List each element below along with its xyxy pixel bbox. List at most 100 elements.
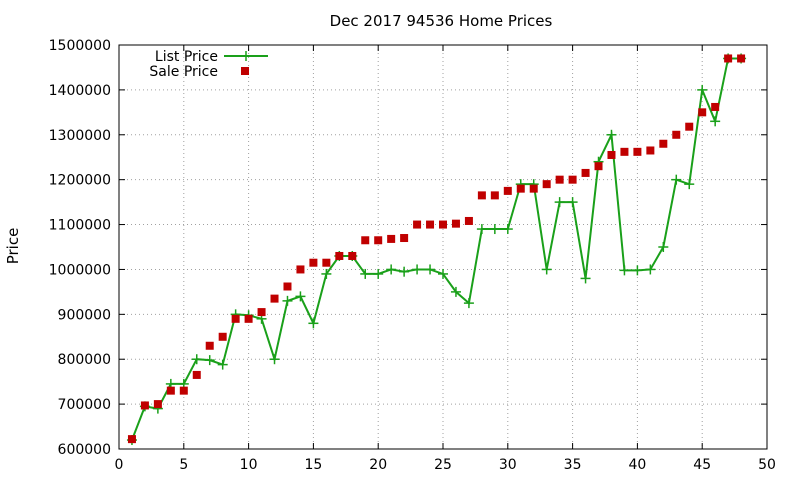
y-tick-label: 900000 — [58, 307, 111, 323]
data-point-sale-price — [387, 234, 396, 243]
data-point-sale-price — [451, 219, 460, 228]
data-point-sale-price — [503, 186, 512, 195]
data-point-list-price — [191, 354, 202, 365]
y-tick-label: 700000 — [58, 397, 111, 413]
data-point-sale-price — [426, 220, 435, 229]
data-point-sale-price — [698, 108, 707, 117]
data-point-sale-price — [542, 180, 551, 189]
x-tick-label: 30 — [499, 457, 517, 473]
data-point-list-price — [619, 265, 630, 276]
x-tick-label: 45 — [693, 457, 711, 473]
data-point-sale-price — [568, 175, 577, 184]
data-point-sale-price — [166, 386, 175, 395]
legend-label-sale-price: Sale Price — [149, 64, 218, 80]
data-point-sale-price — [244, 314, 253, 323]
legend-label-list-price: List Price — [155, 49, 218, 65]
data-point-list-price — [450, 286, 461, 297]
x-tick-label: 50 — [758, 457, 776, 473]
data-point-list-price — [489, 224, 500, 235]
axes-layer: 0 5 10 15 20 25 30 35 40 45 50 600000 700000 800000 90… — [49, 38, 776, 473]
x-tick-label: 0 — [115, 457, 124, 473]
data-point-list-price — [412, 264, 423, 275]
data-point-sale-price — [581, 168, 590, 177]
data-point-list-price — [269, 354, 280, 365]
series-line-list-price — [131, 57, 742, 441]
legend-marker-list-price — [241, 51, 251, 61]
data-point-list-price — [463, 298, 474, 309]
data-point-list-price — [567, 197, 578, 208]
data-point-sale-price — [685, 122, 694, 131]
data-point-list-price — [580, 273, 591, 284]
y-tick-label: 800000 — [58, 352, 111, 368]
data-point-sale-price — [283, 282, 292, 291]
data-point-sale-price — [659, 139, 668, 148]
data-point-list-price — [658, 242, 669, 252]
x-tick-label: 25 — [434, 457, 452, 473]
data-point-list-price — [360, 268, 371, 279]
data-point-sale-price — [309, 258, 318, 267]
data-point-sale-price — [153, 400, 162, 409]
legend-plus-marker — [241, 51, 251, 61]
data-point-list-price — [308, 318, 319, 329]
data-point-sale-price — [348, 251, 357, 260]
data-point-sale-price — [439, 220, 447, 229]
data-point-list-price — [373, 268, 384, 279]
data-point-list-price — [645, 264, 656, 275]
data-point-sale-price — [296, 265, 305, 274]
data-point-sale-price — [607, 150, 616, 159]
data-point-list-price — [502, 224, 513, 235]
data-point-sale-price — [711, 102, 720, 111]
data-point-sale-price — [127, 435, 136, 444]
data-point-list-price — [425, 264, 436, 275]
y-tick-label: 600000 — [58, 442, 111, 458]
data-point-sale-price — [322, 258, 331, 267]
data-point-list-price — [321, 268, 332, 279]
y-axis-label: Price — [4, 228, 22, 265]
data-point-list-price — [282, 295, 293, 306]
data-point-sale-price — [218, 332, 227, 341]
data-point-list-price — [697, 84, 708, 95]
data-point-list-price — [554, 197, 565, 208]
data-point-sale-price — [205, 341, 214, 350]
data-point-list-price — [606, 129, 617, 140]
grid-layer — [119, 45, 767, 449]
x-tick-label: 20 — [369, 457, 387, 473]
chart-title: Dec 2017 94536 Home Prices — [330, 12, 553, 30]
data-point-sale-price — [490, 191, 499, 200]
data-point-list-price — [684, 179, 695, 190]
y-tick-label: 1300000 — [49, 128, 111, 144]
data-point-list-price — [671, 174, 682, 185]
y-tick-label: 1200000 — [49, 173, 111, 189]
data-point-list-price — [476, 224, 487, 235]
data-point-list-price — [632, 265, 643, 276]
data-point-sale-price — [361, 236, 370, 245]
data-point-sale-price — [400, 234, 409, 243]
legend: List Price Sale Price — [149, 49, 268, 80]
data-point-sale-price — [737, 54, 746, 63]
data-point-list-price — [295, 291, 306, 302]
data-point-sale-price — [672, 130, 681, 139]
y-tick-label: 1000000 — [49, 262, 111, 278]
data-point-sale-price — [646, 146, 655, 155]
data-point-sale-price — [192, 370, 201, 379]
data-point-sale-price — [231, 314, 240, 323]
data-point-list-price — [204, 355, 215, 366]
x-tick-label: 10 — [240, 457, 258, 473]
x-tick-label: 5 — [179, 457, 188, 473]
data-point-sale-price — [413, 220, 422, 229]
y-tick-label: 1500000 — [49, 38, 111, 54]
x-tick-label: 15 — [304, 457, 322, 473]
data-point-sale-price — [555, 175, 564, 184]
data-point-sale-price — [270, 294, 279, 303]
data-point-sale-price — [374, 236, 383, 245]
data-point-sale-price — [477, 191, 486, 200]
y-tick-label: 1400000 — [49, 83, 111, 99]
data-point-list-price — [386, 264, 397, 275]
data-point-sale-price — [464, 216, 473, 225]
data-point-sale-price — [594, 162, 603, 171]
data-point-list-price — [710, 116, 721, 127]
data-point-list-price — [541, 264, 552, 275]
y-tick-label: 1100000 — [49, 218, 111, 234]
data-point-sale-price — [335, 251, 344, 260]
data-point-sale-price — [140, 401, 149, 410]
